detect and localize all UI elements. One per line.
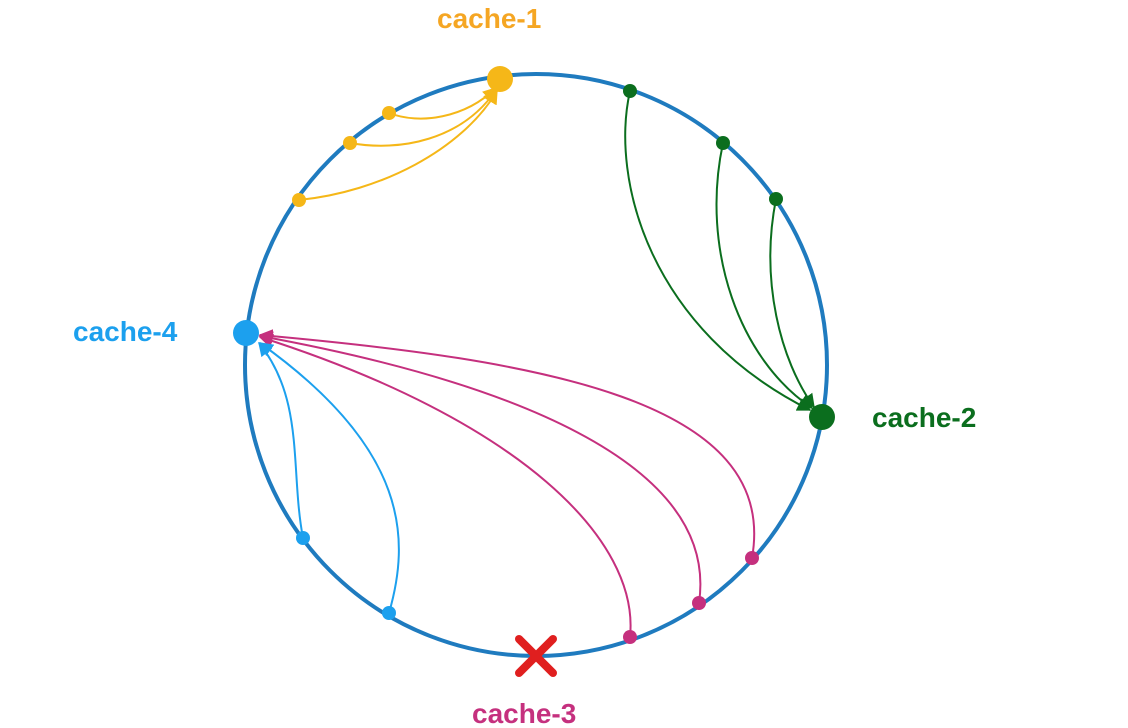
cache-1-label: cache-1 [437, 3, 542, 34]
key-point [382, 106, 396, 120]
key-point [692, 596, 706, 610]
cache-4-node [233, 320, 259, 346]
cache-1-node [487, 66, 513, 92]
key-point [292, 193, 306, 207]
key-arrow [349, 88, 497, 147]
key-arrow [769, 198, 815, 409]
key-arrow [624, 90, 812, 411]
cache-2-node [809, 404, 835, 430]
key-arrow [258, 334, 632, 638]
cache-2-key-group [623, 84, 815, 411]
key-point [382, 606, 396, 620]
key-point [769, 192, 783, 206]
cache-1-key-group [292, 87, 498, 207]
x-mark-icon [515, 635, 557, 677]
cache-4-label: cache-4 [73, 316, 178, 347]
key-arrow [715, 142, 814, 409]
cache-3-label: cache-3 [472, 698, 577, 728]
key-arrow [258, 329, 756, 559]
key-arrow [298, 89, 498, 201]
reassigned-key-group [258, 329, 759, 644]
key-point [623, 630, 637, 644]
key-arrow [258, 342, 400, 614]
cache-4-key-group [258, 341, 400, 620]
key-point [343, 136, 357, 150]
cache-2-label: cache-2 [872, 402, 977, 433]
key-arrow [258, 331, 702, 604]
key-point [296, 531, 310, 545]
key-point [745, 551, 759, 565]
key-point [623, 84, 637, 98]
key-point [716, 136, 730, 150]
key-arrow [258, 341, 304, 539]
